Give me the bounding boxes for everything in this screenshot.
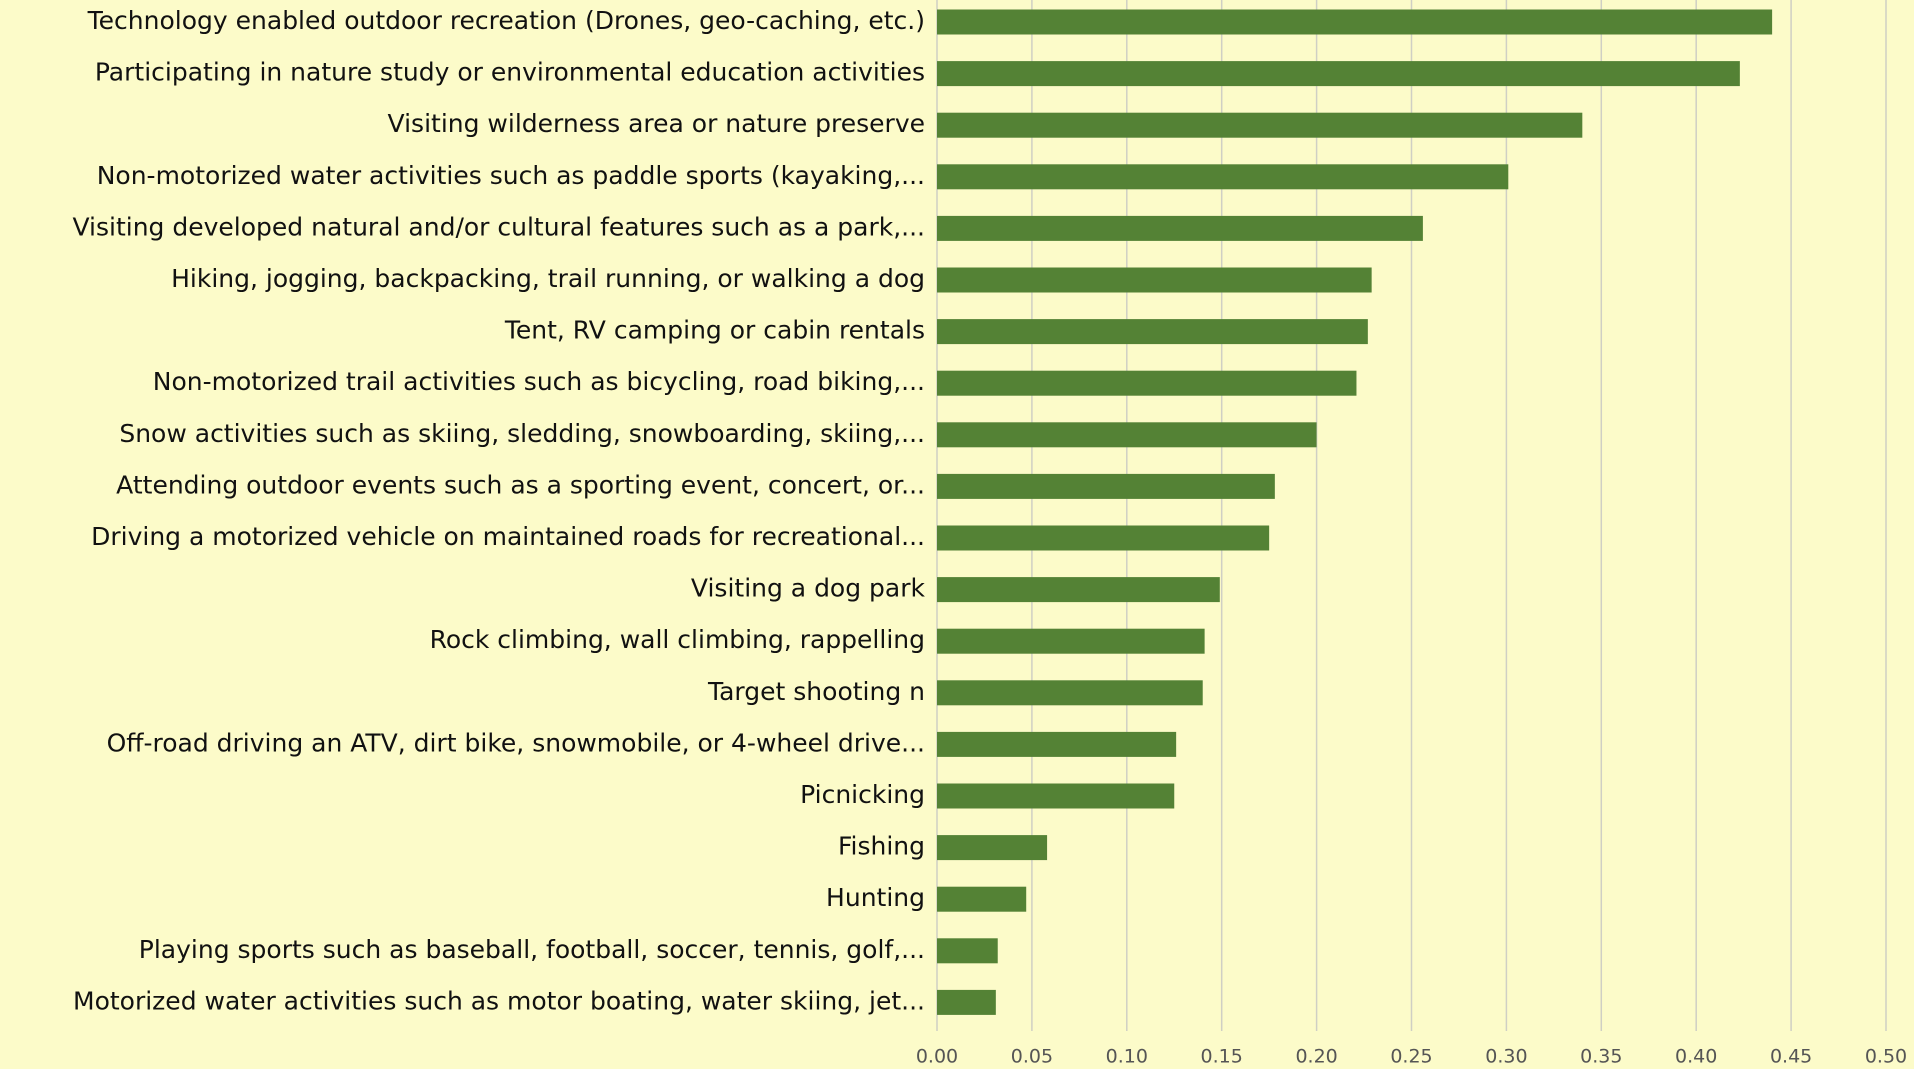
- y-tick-label: Attending outdoor events such as a sport…: [116, 470, 925, 499]
- bar: [937, 628, 1205, 654]
- bar: [937, 319, 1368, 345]
- bar: [937, 61, 1740, 87]
- bar: [937, 215, 1423, 241]
- x-tick-label: 0.50: [1865, 1046, 1907, 1068]
- x-tick-label: 0.20: [1295, 1046, 1337, 1068]
- y-tick-label: Hunting: [826, 883, 925, 912]
- bar: [937, 886, 1027, 912]
- y-tick-label: Non-motorized water activities such as p…: [97, 161, 925, 190]
- y-tick-label: Visiting developed natural and/or cultur…: [73, 212, 926, 241]
- x-tick-label: 0.45: [1770, 1046, 1812, 1068]
- y-tick-label: Driving a motorized vehicle on maintaine…: [91, 522, 925, 551]
- x-tick-label: 0.15: [1201, 1046, 1243, 1068]
- x-tick-label: 0.25: [1390, 1046, 1432, 1068]
- bar: [937, 783, 1175, 809]
- x-tick-label: 0.40: [1675, 1046, 1717, 1068]
- bar: [937, 164, 1509, 190]
- bar: [937, 680, 1203, 706]
- bar: [937, 938, 998, 964]
- bar: [937, 9, 1773, 35]
- y-tick-label: Playing sports such as baseball, footbal…: [139, 935, 925, 964]
- y-tick-label: Non-motorized trail activities such as b…: [153, 367, 925, 396]
- bar: [937, 835, 1048, 861]
- y-tick-label: Off-road driving an ATV, dirt bike, snow…: [107, 728, 925, 757]
- bar: [937, 731, 1177, 757]
- bar: [937, 473, 1275, 499]
- y-tick-label: Hiking, jogging, backpacking, trail runn…: [171, 264, 925, 293]
- x-tick-label: 0.00: [916, 1046, 958, 1068]
- y-tick-label: Technology enabled outdoor recreation (D…: [87, 6, 925, 35]
- y-tick-label: Picnicking: [800, 780, 925, 809]
- bar: [937, 989, 996, 1015]
- x-tick-label: 0.35: [1580, 1046, 1622, 1068]
- x-tick-label: 0.30: [1485, 1046, 1527, 1068]
- y-tick-label: Participating in nature study or environ…: [95, 58, 925, 87]
- y-tick-label: Rock climbing, wall climbing, rappelling: [430, 625, 925, 654]
- y-tick-label: Motorized water activities such as motor…: [73, 986, 925, 1015]
- y-tick-label: Visiting wilderness area or nature prese…: [388, 109, 925, 138]
- bar: [937, 112, 1583, 138]
- y-tick-label: Tent, RV camping or cabin rentals: [504, 316, 925, 345]
- y-tick-label: Fishing: [838, 832, 925, 861]
- y-tick-label: Target shooting n: [707, 677, 925, 706]
- bar: [937, 577, 1220, 603]
- bar: [937, 267, 1372, 293]
- bar: [937, 525, 1270, 551]
- y-tick-label: Visiting a dog park: [691, 574, 926, 603]
- y-tick-label: Snow activities such as skiing, sledding…: [119, 419, 925, 448]
- bar: [937, 370, 1357, 396]
- bar: [937, 422, 1317, 448]
- x-tick-label: 0.05: [1011, 1046, 1053, 1068]
- x-tick-label: 0.10: [1106, 1046, 1148, 1068]
